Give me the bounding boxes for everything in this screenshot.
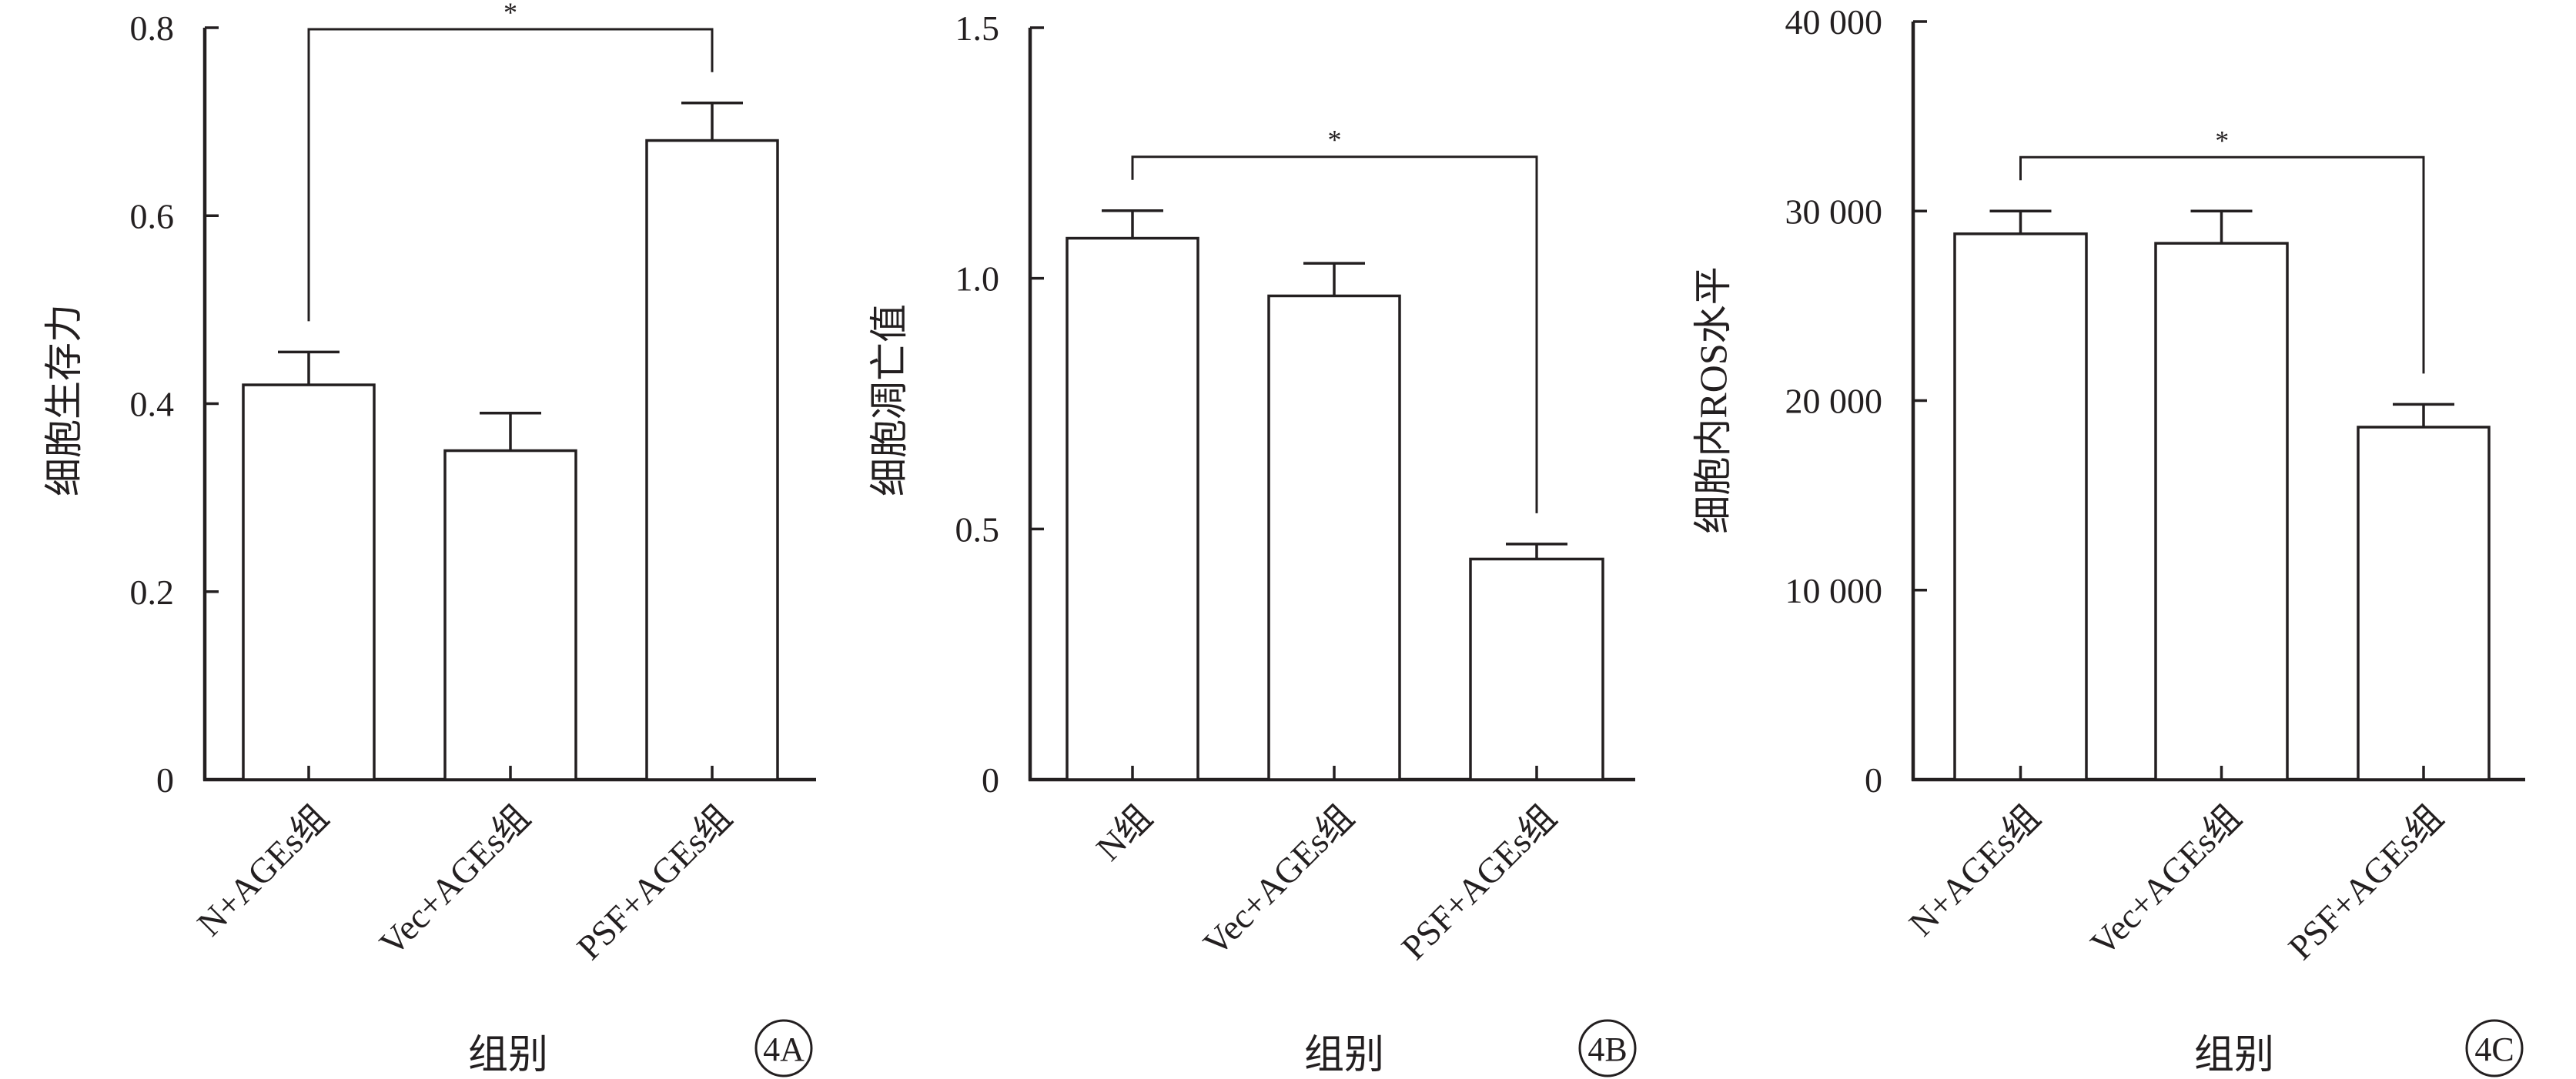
y-axis-title: 细胞生存力 bbox=[42, 304, 85, 496]
y-tick-label: 30 000 bbox=[1785, 192, 1883, 231]
y-tick-label: 0 bbox=[982, 760, 999, 800]
significance-bracket bbox=[1131, 155, 1538, 513]
bar bbox=[2154, 242, 2289, 781]
significance-bracket bbox=[307, 28, 714, 322]
y-tick-label: 0.2 bbox=[130, 573, 175, 612]
significance-marker: * bbox=[2215, 125, 2229, 155]
category-label: Vec+AGEs组 bbox=[372, 797, 537, 963]
category-label: N组 bbox=[1089, 797, 1159, 868]
category-label: N+AGEs组 bbox=[1902, 797, 2048, 944]
y-axis-title: 细胞内ROS水平 bbox=[1691, 266, 1735, 533]
panel-4c: 0 10 000 20 000 30 000 40 000 N+AGEs组 Vec+AGEs… bbox=[1691, 2, 2525, 1077]
bar bbox=[645, 139, 779, 781]
panel-label: 4B bbox=[1587, 1031, 1627, 1068]
category-label: PSF+AGEs组 bbox=[569, 797, 739, 967]
category-label: Vec+AGEs组 bbox=[2083, 797, 2248, 963]
category-label: Vec+AGEs组 bbox=[1196, 797, 1361, 963]
y-tick-label: 0.5 bbox=[955, 509, 1000, 549]
panel-label: 4A bbox=[763, 1031, 805, 1068]
y-tick-label: 0 bbox=[156, 760, 174, 800]
y-tick-label: 0 bbox=[1865, 760, 1882, 800]
y-tick-label: 0.8 bbox=[130, 8, 175, 48]
y-tick-label: 0.6 bbox=[130, 196, 175, 236]
category-label: N+AGEs组 bbox=[189, 797, 336, 944]
bar bbox=[1267, 294, 1401, 781]
y-tick-label: 20 000 bbox=[1785, 382, 1883, 421]
y-tick-label: 1.0 bbox=[955, 259, 1000, 299]
panel-label-circle bbox=[754, 1019, 813, 1077]
x-axis-title: 组别 bbox=[2194, 1034, 2274, 1077]
category-label: PSF+AGEs组 bbox=[2280, 797, 2451, 967]
bar bbox=[1953, 232, 2088, 781]
significance-marker: * bbox=[503, 0, 517, 28]
bar bbox=[1469, 557, 1604, 781]
x-axis-title: 组别 bbox=[468, 1034, 548, 1077]
y-tick-label: 40 000 bbox=[1785, 2, 1883, 42]
panel-label-circle bbox=[2465, 1019, 2524, 1077]
y-axis-title: 细胞凋亡值 bbox=[868, 304, 911, 496]
significance-bracket bbox=[2019, 155, 2425, 374]
panel-label-circle bbox=[1578, 1019, 1637, 1077]
significance-marker: * bbox=[1328, 125, 1342, 155]
panel-4a: 0 0.2 0.4 0.6 0.8 N+AGEs组 Vec+AGEs组 PSF+AGEs组 * 细… bbox=[42, 0, 816, 1077]
y-tick-label: 1.5 bbox=[955, 8, 1000, 48]
bar bbox=[1066, 236, 1199, 781]
bar bbox=[242, 383, 376, 781]
y-tick-label: 10 000 bbox=[1785, 571, 1883, 610]
bar bbox=[2357, 426, 2491, 781]
bar bbox=[443, 449, 577, 781]
x-axis-title: 组别 bbox=[1304, 1034, 1384, 1077]
y-tick-label: 0.4 bbox=[130, 385, 175, 424]
panel-label: 4C bbox=[2474, 1031, 2514, 1068]
category-label: PSF+AGEs组 bbox=[1393, 797, 1564, 967]
